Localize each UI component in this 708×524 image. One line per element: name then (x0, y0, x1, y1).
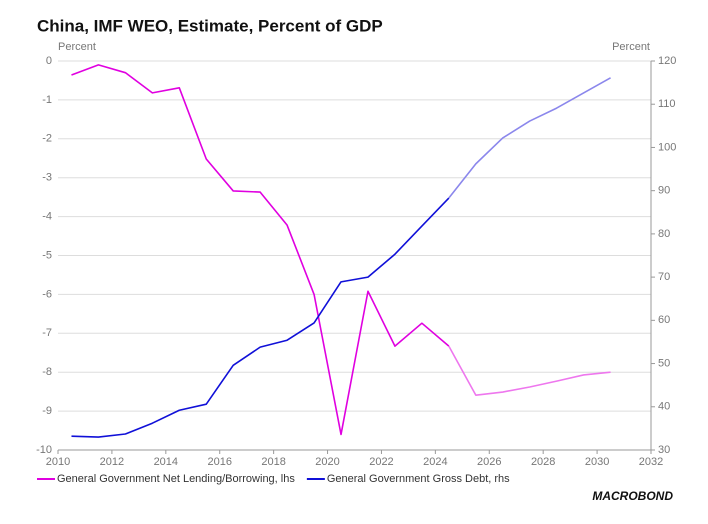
x-tick-label: 2010 (46, 456, 70, 468)
x-tick-label: 2016 (207, 456, 231, 468)
x-tick-label: 2018 (261, 456, 285, 468)
y2-tick-label: 40 (658, 401, 670, 413)
series-line (71, 64, 450, 436)
y2-axis-label: Percent (612, 41, 650, 53)
y2-tick-label: 50 (658, 357, 670, 369)
y2-tick-label: 90 (658, 185, 670, 197)
y2-tick-label: 70 (658, 271, 670, 283)
y-tick-label: -8 (42, 366, 52, 378)
x-tick-label: 2032 (639, 456, 663, 468)
y2-tick-label: 100 (658, 141, 676, 153)
y-axis-label: Percent (58, 41, 96, 53)
y2-tick-label: 80 (658, 228, 670, 240)
x-tick-label: 2026 (477, 456, 501, 468)
y-tick-label: 0 (46, 55, 52, 67)
y2-tick-label: 110 (658, 98, 676, 110)
series-line (71, 197, 450, 438)
y-tick-label: -4 (42, 211, 52, 223)
x-tick-label: 2014 (154, 456, 178, 468)
y-tick-label: -3 (42, 172, 52, 184)
y-tick-label: -5 (42, 249, 52, 261)
x-tick-label: 2012 (100, 456, 124, 468)
y2-tick-label: 30 (658, 444, 670, 456)
y-tick-label: -7 (42, 327, 52, 339)
estimate-line (448, 345, 611, 396)
y-tick-label: -10 (36, 444, 52, 456)
x-tick-label: 2020 (315, 456, 339, 468)
y-tick-label: -2 (42, 133, 52, 145)
y2-tick-label: 120 (658, 55, 676, 67)
legend-label: General Government Net Lending/Borrowing… (57, 473, 295, 485)
legend-label: General Government Gross Debt, rhs (327, 473, 510, 485)
estimate-line (448, 77, 611, 199)
y2-tick-label: 60 (658, 314, 670, 326)
x-tick-label: 2022 (369, 456, 393, 468)
x-tick-label: 2030 (585, 456, 609, 468)
source-logo: MACROBOND (592, 489, 673, 503)
y-tick-label: -6 (42, 288, 52, 300)
y-tick-label: -1 (42, 94, 52, 106)
x-tick-label: 2024 (423, 456, 447, 468)
chart-title: China, IMF WEO, Estimate, Percent of GDP (37, 16, 383, 35)
x-tick-label: 2028 (531, 456, 555, 468)
y-tick-label: -9 (42, 405, 52, 417)
